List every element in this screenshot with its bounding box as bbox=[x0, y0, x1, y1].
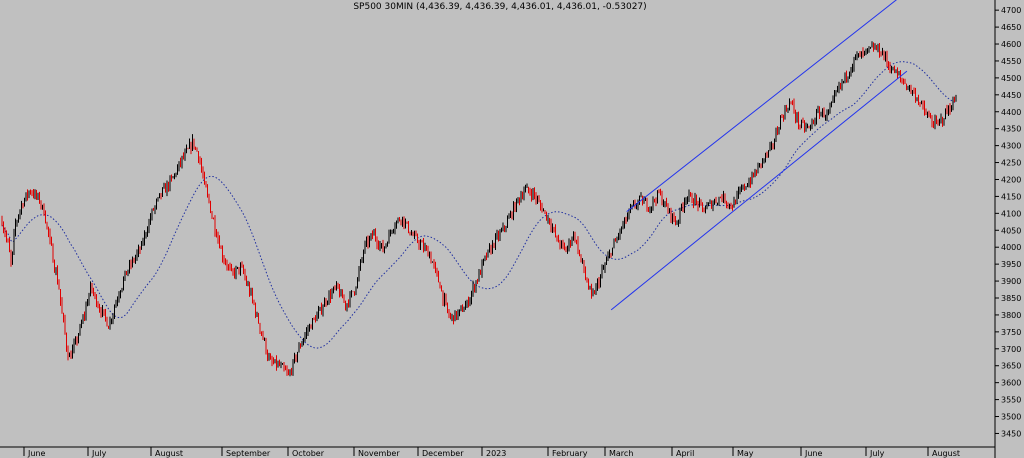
y-tick-label: 4250 bbox=[1001, 159, 1021, 168]
x-tick-label: July bbox=[91, 449, 107, 458]
y-tick-label: 4500 bbox=[1001, 74, 1021, 83]
y-tick-label: 4650 bbox=[1001, 23, 1021, 32]
x-tick-label: February bbox=[552, 449, 588, 458]
y-tick-label: 4100 bbox=[1001, 209, 1021, 218]
x-tick-label: June bbox=[804, 449, 823, 458]
y-tick-label: 3550 bbox=[1001, 396, 1021, 405]
x-tick-label: July bbox=[869, 449, 885, 458]
y-tick-label: 4600 bbox=[1001, 40, 1021, 49]
x-tick-label: November bbox=[358, 449, 400, 458]
moving-average-layer bbox=[1, 61, 957, 349]
y-tick-label: 4700 bbox=[1001, 6, 1021, 15]
y-tick-label: 3950 bbox=[1001, 260, 1021, 269]
x-tick-label: March bbox=[609, 449, 633, 458]
y-tick-label: 3600 bbox=[1001, 379, 1021, 388]
x-tick-label: August bbox=[155, 449, 183, 458]
x-tick-label: December bbox=[422, 449, 464, 458]
channel-upper-line bbox=[626, 0, 897, 213]
x-tick-label: May bbox=[737, 449, 754, 458]
trend-channel-layer bbox=[610, 0, 908, 311]
moving-average-line bbox=[1, 61, 957, 349]
y-tick-label: 3650 bbox=[1001, 362, 1021, 371]
y-tick-label: 3500 bbox=[1001, 413, 1021, 422]
x-tick-label: August bbox=[932, 449, 960, 458]
channel-lower-line bbox=[610, 70, 908, 311]
y-tick-label: 4050 bbox=[1001, 226, 1021, 235]
y-tick-label: 4000 bbox=[1001, 243, 1021, 252]
y-tick-label: 3900 bbox=[1001, 277, 1021, 286]
y-tick-label: 3450 bbox=[1001, 429, 1021, 438]
x-tick-label: 2023 bbox=[486, 449, 506, 458]
y-tick-label: 4300 bbox=[1001, 142, 1021, 151]
y-tick-label: 3750 bbox=[1001, 328, 1021, 337]
y-axis: 3450 3500 3550 3600 3650 3700 3750 3800 3850 3900… bbox=[994, 0, 1021, 458]
y-tick-label: 3800 bbox=[1001, 311, 1021, 320]
y-tick-label: 4550 bbox=[1001, 57, 1021, 66]
x-tick-label: September bbox=[226, 449, 271, 458]
candlestick-layer bbox=[1, 41, 957, 377]
y-tick-label: 4150 bbox=[1001, 192, 1021, 201]
x-tick-label: April bbox=[676, 449, 694, 458]
x-axis: June July August September October November De… bbox=[0, 446, 995, 458]
y-tick-label: 3700 bbox=[1001, 345, 1021, 354]
y-tick-label: 4400 bbox=[1001, 108, 1021, 117]
x-tick-label: June bbox=[27, 449, 46, 458]
x-tick-label: October bbox=[292, 449, 325, 458]
y-tick-label: 4350 bbox=[1001, 125, 1021, 134]
y-tick-label: 4200 bbox=[1001, 175, 1021, 184]
y-tick-label: 3850 bbox=[1001, 294, 1021, 303]
y-tick-label: 4450 bbox=[1001, 91, 1021, 100]
chart-title: SP500 30MIN (4,436.39, 4,436.39, 4,436.0… bbox=[353, 2, 647, 12]
